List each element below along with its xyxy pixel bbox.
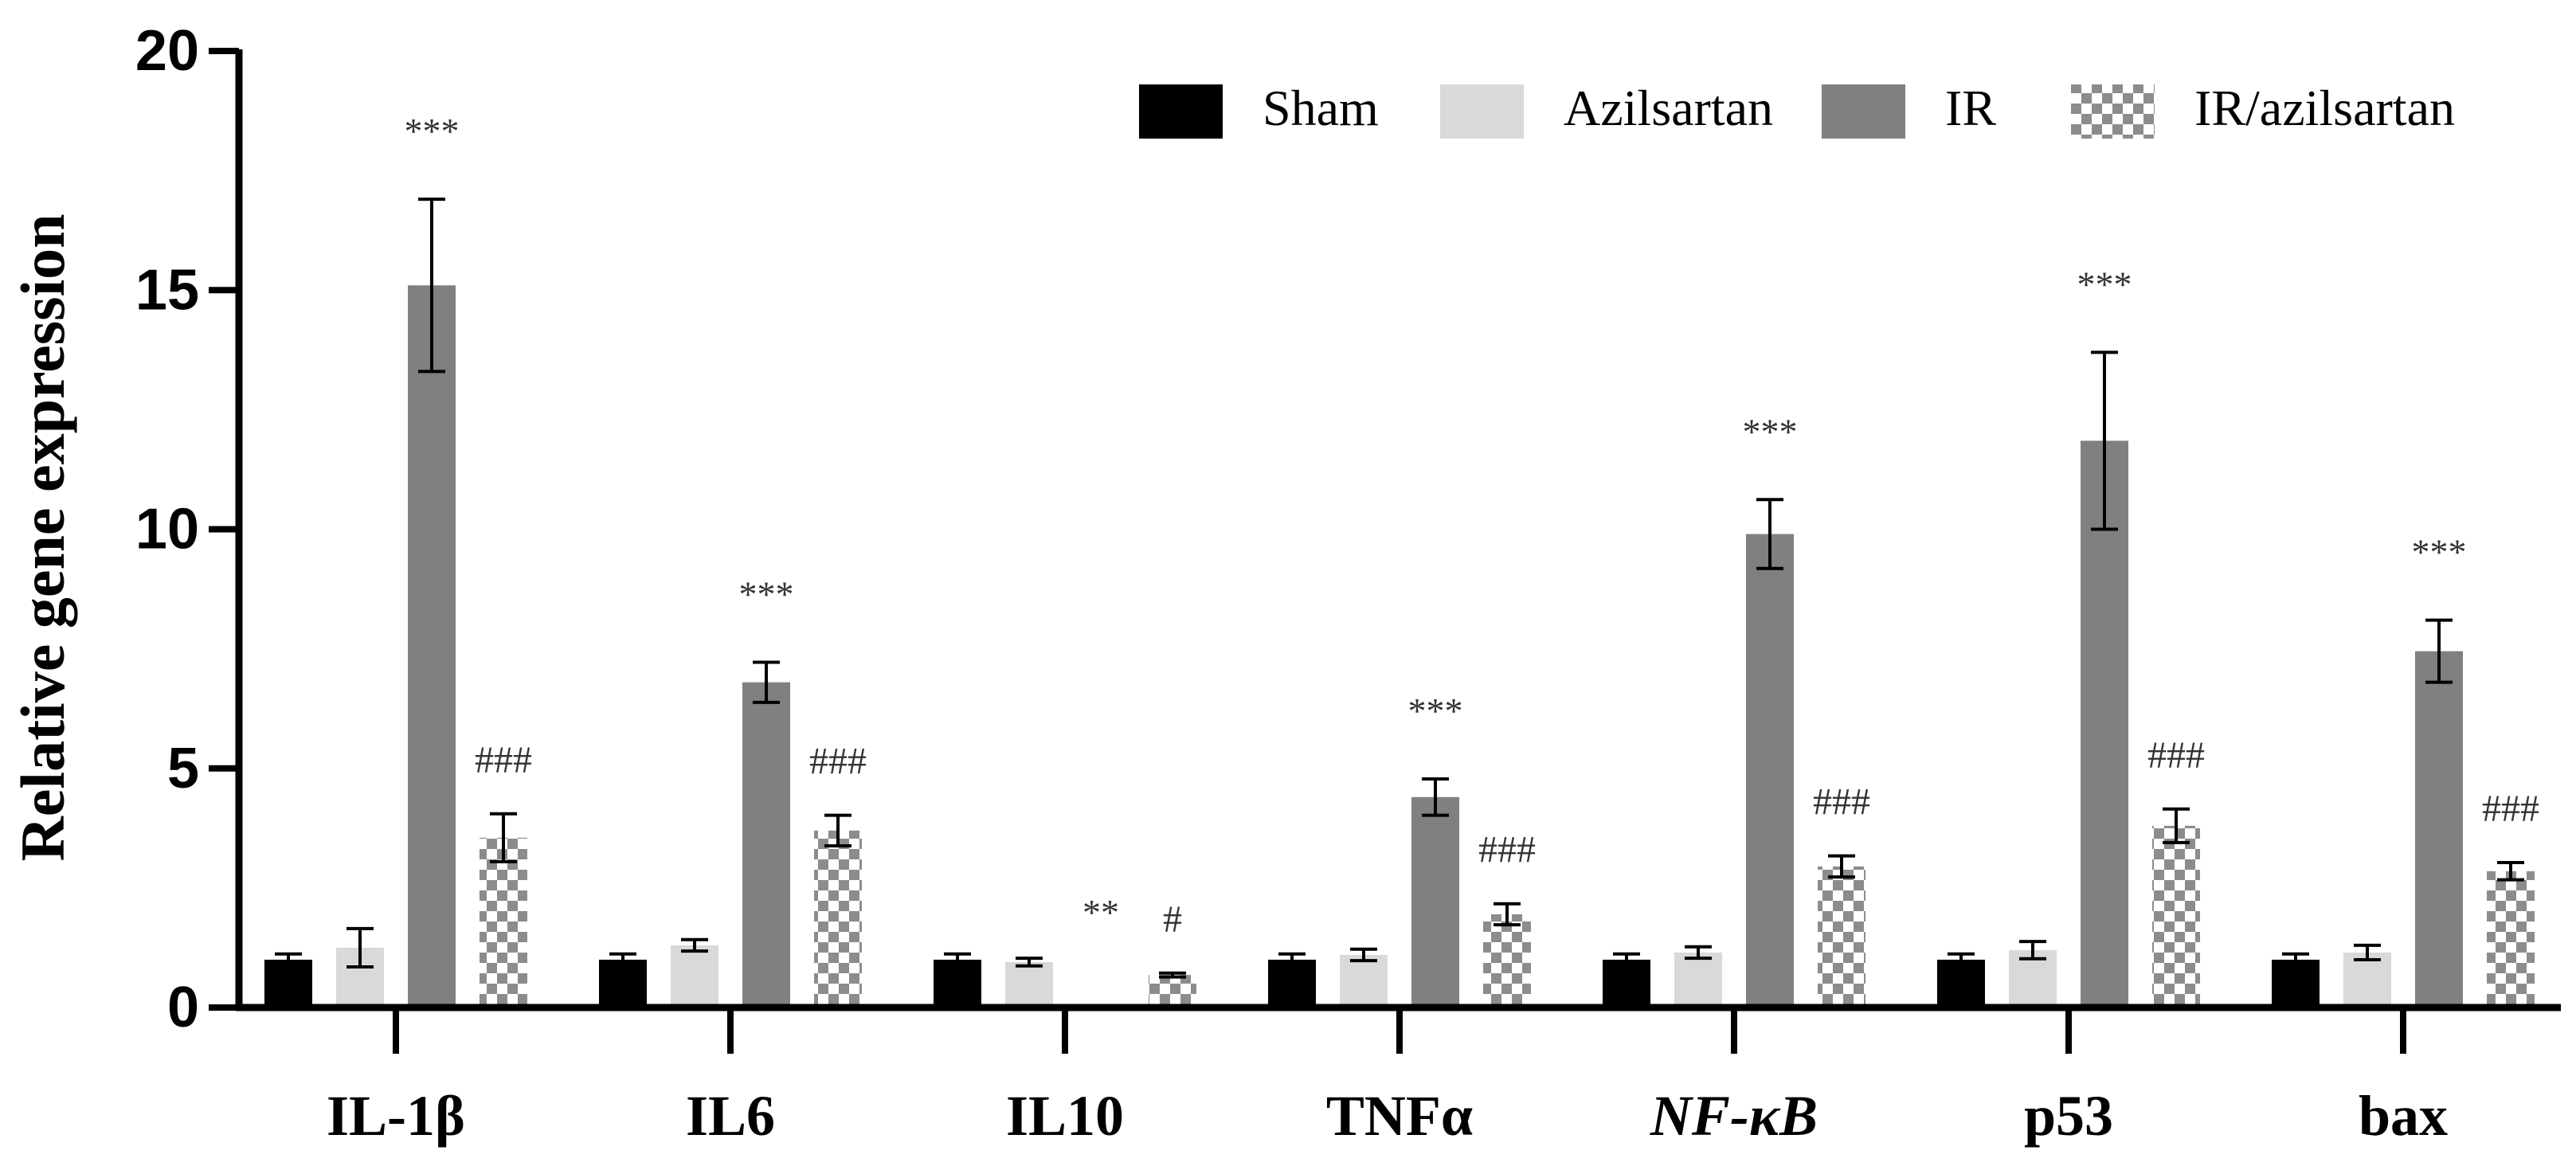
legend-item: Azilsartan: [1440, 80, 1773, 139]
bar-ir: [2415, 651, 2463, 1008]
bar-sham: [2272, 959, 2320, 1008]
bar-azilsartan: [1005, 961, 1053, 1008]
x-category-label: bax: [2359, 1084, 2448, 1148]
error-bar: [1350, 947, 1377, 963]
y-tick-label: 15: [135, 258, 199, 322]
error-bar: [2282, 952, 2309, 968]
significance-hash-label: ###: [1813, 781, 1870, 824]
error-bar: [2091, 350, 2118, 531]
error-bar: [2163, 807, 2190, 844]
x-category-label: NF-κB: [1650, 1084, 1818, 1148]
legend-item: Sham: [1139, 80, 1379, 139]
legend-item: IR: [1822, 80, 1996, 139]
bar-sham: [934, 959, 981, 1008]
bar-sham: [1937, 959, 1985, 1008]
significance-asterisk-label: ***: [739, 573, 794, 614]
significance-hash-label: ###: [1478, 829, 1536, 871]
y-axis-title: Relative gene expression: [8, 213, 77, 861]
significance-asterisk-label: ***: [2077, 264, 2132, 304]
legend-swatch: [2071, 84, 2155, 139]
error-bar: [2497, 861, 2524, 882]
significance-hash-label: #: [1163, 898, 1182, 941]
bar-sham: [264, 959, 312, 1008]
bar-ir-azilsartan: [480, 837, 527, 1008]
y-tick-label: 20: [135, 19, 199, 83]
legend-item: IR/azilsartan: [2071, 80, 2455, 139]
bar-azilsartan: [2343, 952, 2391, 1008]
legend-label: IR: [1945, 80, 1996, 136]
error-bar: [1494, 902, 1521, 927]
error-bar: [1948, 952, 1975, 968]
bar-sham: [1268, 959, 1316, 1008]
error-bar: [418, 198, 445, 374]
bar-azilsartan: [1674, 952, 1722, 1008]
bar-ir-azilsartan: [1818, 866, 1865, 1008]
significance-hash-label: ###: [475, 739, 532, 781]
bar-ir: [408, 285, 456, 1008]
x-category-label: TNFα: [1326, 1084, 1473, 1148]
bar-ir: [1746, 534, 1794, 1008]
error-bar: [753, 660, 780, 704]
error-bar: [1613, 952, 1640, 968]
significance-asterisk-label: **: [1082, 892, 1119, 933]
bar-ir-azilsartan: [2152, 825, 2200, 1008]
significance-hash-label: ###: [2147, 734, 2205, 777]
error-bar: [2354, 943, 2381, 961]
error-bar: [1016, 957, 1043, 968]
bar-azilsartan: [671, 945, 718, 1008]
error-bar: [1685, 945, 1712, 961]
error-bar: [2425, 618, 2453, 684]
significance-asterisk-label: ***: [1408, 691, 1463, 731]
error-bar: [824, 813, 851, 848]
bar-ir-azilsartan: [814, 830, 862, 1008]
error-bar: [944, 952, 971, 968]
bar-sham: [599, 959, 647, 1008]
error-bar: [1422, 777, 1449, 817]
bar-ir-azilsartan: [1483, 914, 1531, 1008]
significance-asterisk-label: ***: [405, 111, 460, 151]
error-bar: [2019, 940, 2046, 961]
significance-hash-label: ###: [809, 741, 867, 783]
bar-ir: [742, 682, 790, 1008]
x-category-label: IL6: [686, 1084, 775, 1148]
y-tick-label: 10: [135, 498, 199, 562]
bar-sham: [1603, 959, 1650, 1008]
x-category-label: IL10: [1006, 1084, 1124, 1148]
legend-swatch: [1822, 84, 1905, 139]
y-tick-label: 5: [167, 737, 199, 800]
bar-ir-azilsartan: [2487, 871, 2535, 1008]
bar-ir: [1411, 796, 1459, 1008]
bar-ir: [2081, 440, 2128, 1008]
error-bar: [275, 952, 302, 968]
legend-label: Azilsartan: [1564, 80, 1773, 136]
error-bar: [609, 952, 636, 968]
significance-hash-label: ###: [2482, 788, 2539, 830]
error-bar: [346, 926, 374, 968]
bar-ir-azilsartan: [1149, 975, 1196, 1008]
error-bar: [1828, 854, 1855, 879]
significance-asterisk-label: ***: [2412, 532, 2467, 573]
error-bar: [1756, 498, 1783, 570]
bar-azilsartan: [1340, 954, 1388, 1008]
error-bar: [490, 812, 517, 863]
legend-swatch: [1440, 84, 1524, 139]
y-tick-label: 0: [167, 976, 199, 1039]
error-bar: [1278, 952, 1306, 968]
error-bar: [1159, 971, 1186, 979]
significance-asterisk-label: ***: [1743, 411, 1798, 452]
legend-swatch: [1139, 84, 1223, 139]
legend-label: Sham: [1263, 80, 1379, 136]
legend-label: IR/azilsartan: [2194, 80, 2455, 136]
x-category-label: p53: [2024, 1084, 2113, 1148]
error-bar: [681, 937, 708, 953]
x-category-label: IL-1β: [327, 1084, 465, 1148]
